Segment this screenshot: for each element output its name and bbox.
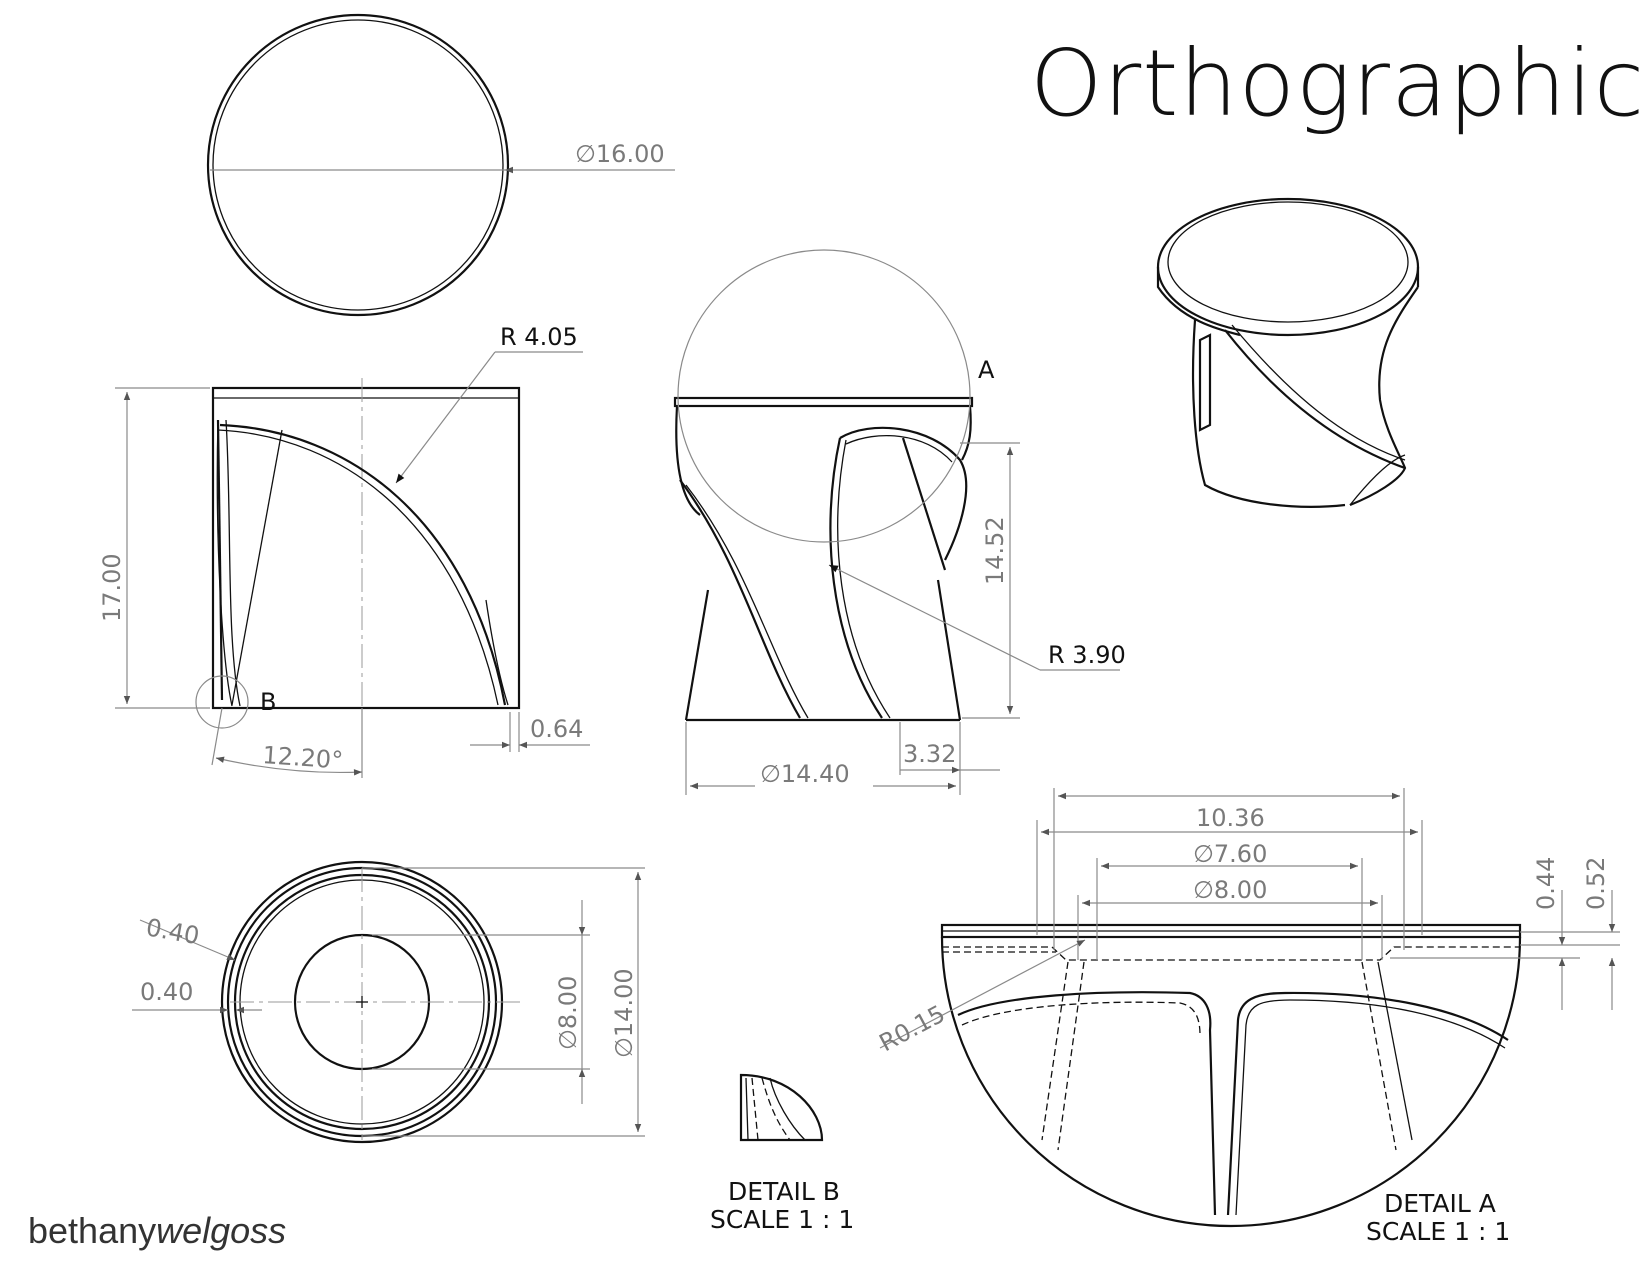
isometric-view xyxy=(1156,197,1420,508)
front-view: R 4.05 17.00 B 12.20° 0.64 xyxy=(98,323,590,778)
detail-a-radius-dim: R0.15 xyxy=(875,1000,950,1058)
side-view: A 14.52 R 3.90 ∅14.40 3.32 xyxy=(673,249,1126,795)
brand-first: bethany xyxy=(28,1210,157,1251)
detail-a-height1-dim: 0.44 xyxy=(1532,857,1560,910)
side-radius-dim: R 3.90 xyxy=(1048,641,1126,669)
offset-dim: 3.32 xyxy=(903,740,956,768)
detail-b-scale: SCALE 1 : 1 xyxy=(710,1205,854,1234)
detail-b-title: DETAIL B xyxy=(728,1177,840,1206)
detail-a-height2-dim: 0.52 xyxy=(1582,857,1610,910)
outer-diameter-dim: ∅14.00 xyxy=(610,968,638,1058)
brand-second: welgoss xyxy=(156,1210,287,1251)
detail-b-marker: B xyxy=(260,688,276,716)
sheet-title: Orthographic xyxy=(1030,30,1646,137)
side-height-dim: 14.52 xyxy=(981,516,1009,585)
detail-a-dia1-dim: ∅7.60 xyxy=(1193,840,1267,868)
front-radius-dim: R 4.05 xyxy=(500,323,578,351)
detail-a-width-dim: 10.36 xyxy=(1196,804,1265,832)
top-diameter-dim: ∅16.00 xyxy=(575,140,665,168)
inner-diameter-dim: ∅8.00 xyxy=(554,976,582,1050)
detail-a-title: DETAIL A xyxy=(1384,1189,1496,1218)
rim-dim: 0.64 xyxy=(530,715,583,743)
detail-a-marker: A xyxy=(978,356,995,384)
detail-a-view: 10.36 ∅7.60 ∅8.00 0.44 0.52 R0.15 DETAIL… xyxy=(875,788,1620,1246)
top-view: ∅16.00 xyxy=(206,13,675,317)
wall-thickness-side-dim: 0.40 xyxy=(140,978,193,1006)
bottom-view: 0.40 0.40 ∅8.00 ∅14.00 xyxy=(132,860,645,1144)
detail-a-dia2-dim: ∅8.00 xyxy=(1193,876,1267,904)
angle-dim: 12.20° xyxy=(262,741,344,775)
detail-a-scale: SCALE 1 : 1 xyxy=(1366,1217,1510,1246)
detail-b-view: DETAIL B SCALE 1 : 1 xyxy=(710,1073,854,1234)
wall-thickness-top-dim: 0.40 xyxy=(144,913,201,950)
height-dim: 17.00 xyxy=(98,553,126,622)
brand-logo: bethanywelgoss xyxy=(28,1210,286,1252)
base-diameter-dim: ∅14.40 xyxy=(760,760,850,788)
